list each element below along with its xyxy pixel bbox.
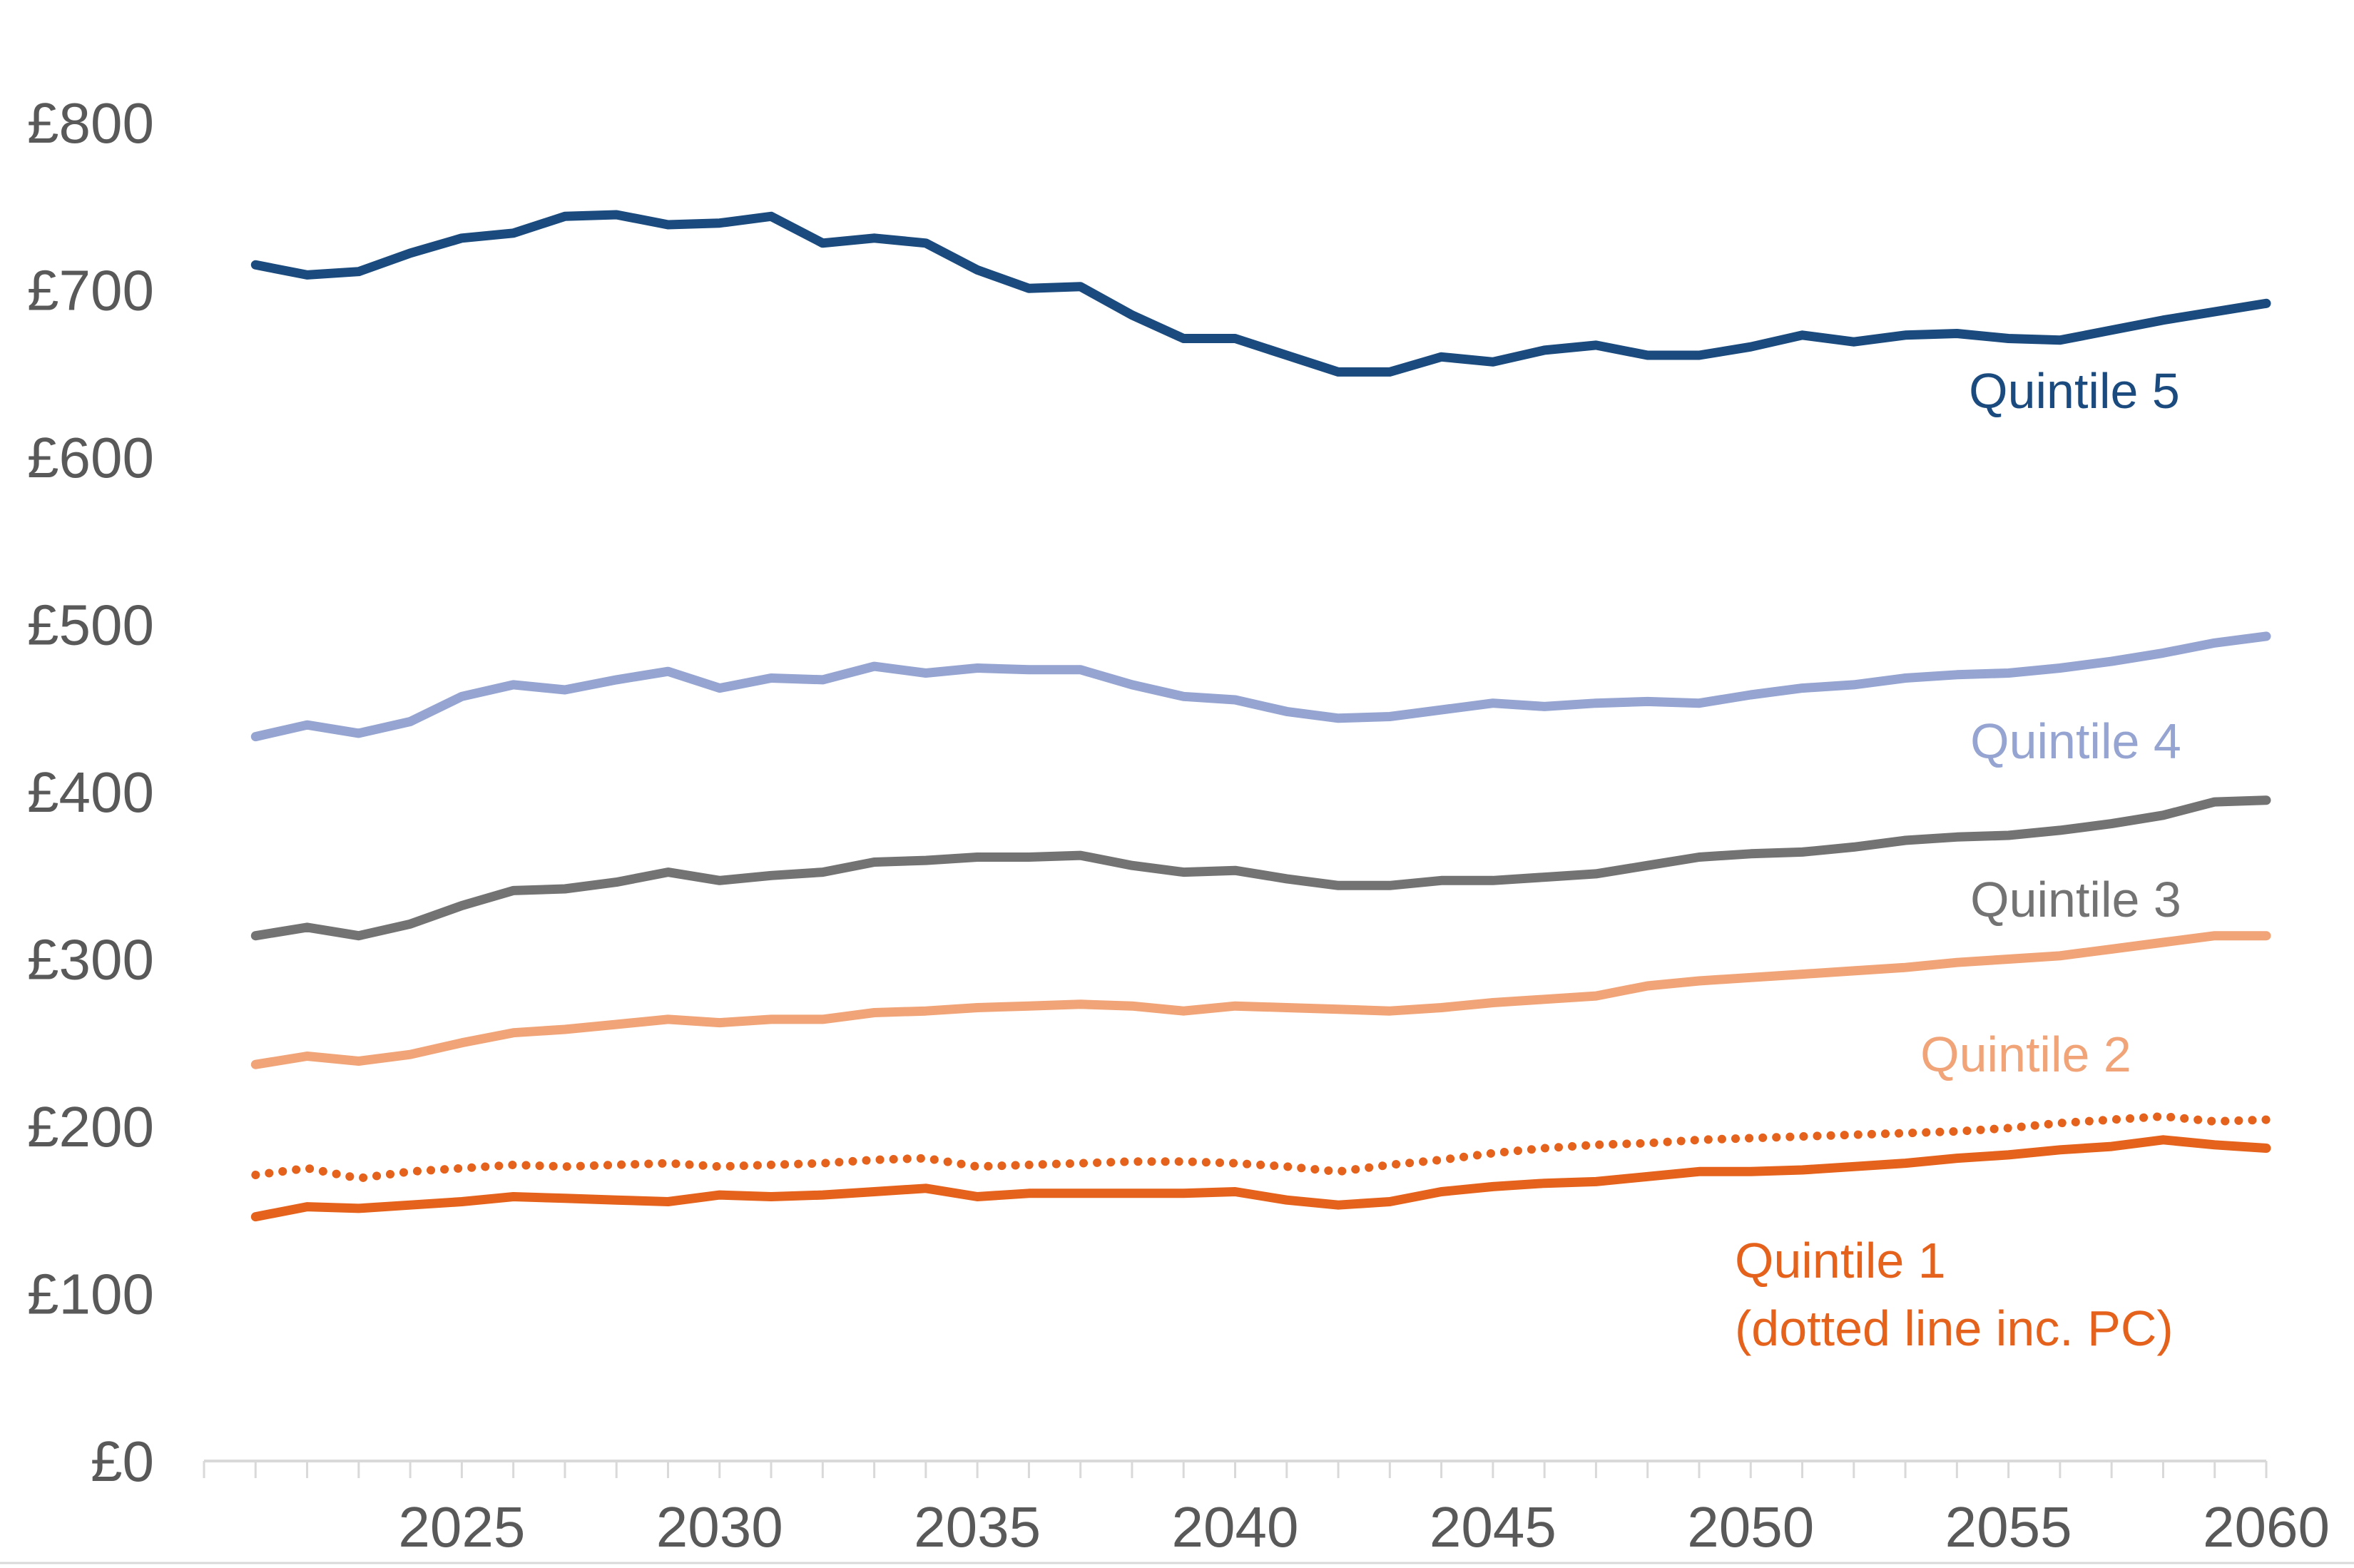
x-axis-label: 2045 [1430,1495,1556,1559]
series-line-quintile-1-inc-pc [251,1111,2271,1183]
series-label: Quintile 5 [1969,363,2180,419]
x-axis-label: 2060 [2203,1495,2330,1559]
series-line-quintile-4 [250,631,2271,742]
y-axis-label: £100 [27,1263,154,1326]
axis-layer [0,1460,2354,1564]
x-axis-label: 2055 [1945,1495,2072,1559]
y-axis-label: £200 [27,1095,154,1159]
label-layer: £0 £100 £200 £300 £400 £500 £600 £700 £800 2025 20… [27,91,2330,1559]
series-label: Quintile 4 [1970,713,2181,769]
x-axis-label: 2035 [914,1495,1041,1559]
x-axis-label: 2040 [1172,1495,1299,1559]
x-axis-label: 2050 [1687,1495,1814,1559]
series-line-quintile-5 [250,210,2271,377]
y-axis-label: £300 [27,928,154,992]
series-line-quintile-1 [250,1135,2271,1222]
y-axis-label: £600 [27,426,154,489]
series-label: Quintile 2 [1920,1027,2131,1082]
y-axis-label: £800 [27,91,154,155]
series-label: Quintile 1 [1735,1233,1946,1288]
y-axis-label: £400 [27,760,154,824]
y-axis-label: £0 [91,1430,154,1493]
series-line-quintile-3 [250,795,2271,941]
series-label: (dotted line inc. PC) [1735,1300,2174,1356]
y-axis-label: £500 [27,594,154,657]
series-layer [250,210,2271,1222]
x-axis-label: 2030 [656,1495,783,1559]
series-line-quintile-2 [250,931,2271,1069]
y-axis-label: £700 [27,259,154,322]
x-axis-label: 2025 [398,1495,525,1559]
series-label: Quintile 3 [1970,872,2181,927]
